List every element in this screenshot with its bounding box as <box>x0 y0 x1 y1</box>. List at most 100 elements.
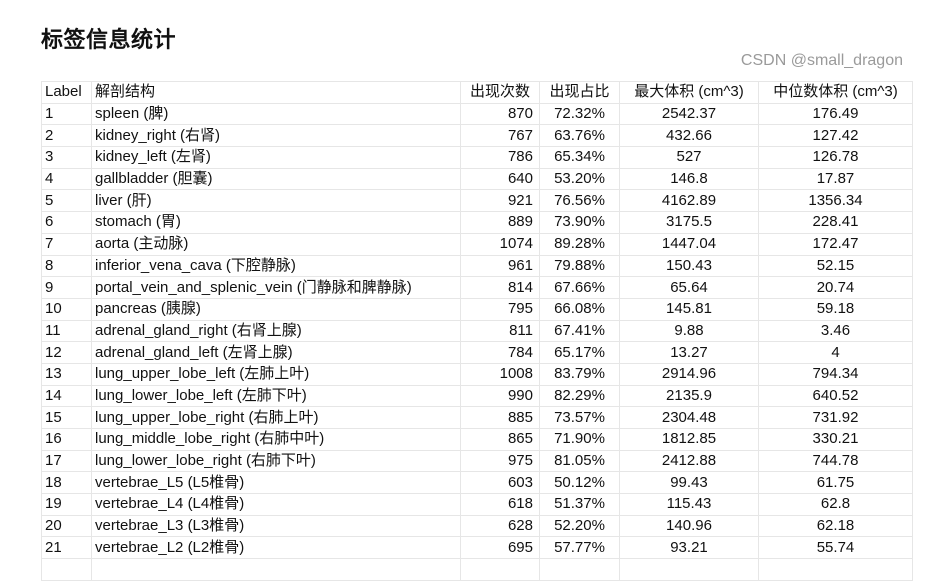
table-cell: inferior_vena_cava (下腔静脉) <box>91 254 461 278</box>
table-row: 17 lung_lower_lobe_right (右肺下叶) 975 81.05% 2… <box>41 449 913 473</box>
table-cell: 2412.88 <box>619 449 759 473</box>
table-row: 19 vertebrae_L4 (L4椎骨) 618 51.37% 115.43 62.8 <box>41 493 913 516</box>
table-cell: 66.08% <box>539 297 620 321</box>
table-cell: 618 <box>460 493 540 516</box>
table-cell: 16 <box>41 428 92 451</box>
table-cell: 814 <box>460 276 540 299</box>
table-cell: 527 <box>619 146 759 169</box>
table-cell: 10 <box>41 297 92 321</box>
table-cell: 67.41% <box>539 319 620 343</box>
table-cell: 2914.96 <box>619 362 759 386</box>
table-cell: 3.46 <box>758 319 913 343</box>
table-cell: 81.05% <box>539 449 620 473</box>
table-cell: 62.8 <box>758 493 913 516</box>
table-cell: 93.21 <box>619 536 759 560</box>
table-cell: 767 <box>460 124 540 148</box>
table-cell: 52.15 <box>758 254 913 278</box>
table-cell: adrenal_gland_left (左肾上腺) <box>91 341 461 364</box>
table-cell: 15 <box>41 406 92 429</box>
table-cell: spleen (脾) <box>91 102 461 126</box>
table-cell: 50.12% <box>539 471 620 495</box>
table-cell: 59.18 <box>758 297 913 321</box>
column-header: 解剖结构 <box>91 81 461 104</box>
table-row: 3 kidney_left (左肾) 786 65.34% 527 126.78 <box>41 146 913 169</box>
table-cell: 795 <box>460 297 540 321</box>
table-row: 7 aorta (主动脉) 1074 89.28% 1447.04 172.47 <box>41 232 913 256</box>
table-cell: 11 <box>41 319 92 343</box>
table-cell: 2135.9 <box>619 384 759 408</box>
table-cell: 115.43 <box>619 493 759 516</box>
table-row: 5 liver (肝) 921 76.56% 4162.89 1356.34 <box>41 189 913 213</box>
watermark: CSDN @small_dragon <box>740 52 903 69</box>
table-row: 20 vertebrae_L3 (L3椎骨) 628 52.20% 140.96 62.1… <box>41 514 913 538</box>
table-row: 4 gallbladder (胆囊) 640 53.20% 146.8 17.87 <box>41 167 913 191</box>
table-cell: portal_vein_and_splenic_vein (门静脉和脾静脉) <box>91 276 461 299</box>
table-cell: 65.64 <box>619 276 759 299</box>
table-cell: 21 <box>41 536 92 560</box>
table-cell: 731.92 <box>758 406 913 429</box>
table-cell: 4 <box>41 167 92 191</box>
table-cell: 2304.48 <box>619 406 759 429</box>
table-cell: 51.37% <box>539 493 620 516</box>
table-cell: 786 <box>460 146 540 169</box>
table-cell: 17 <box>41 449 92 473</box>
table-cell: 172.47 <box>758 232 913 256</box>
table-row: 14 lung_lower_lobe_left (左肺下叶) 990 82.29% 21… <box>41 384 913 408</box>
table-cell: liver (肝) <box>91 189 461 213</box>
table-cell: vertebrae_L3 (L3椎骨) <box>91 514 461 538</box>
table-cell: 20 <box>41 514 92 538</box>
table-cell: 889 <box>460 211 540 234</box>
table-cell: 628 <box>460 514 540 538</box>
table-cell: 61.75 <box>758 471 913 495</box>
table-cell <box>619 558 759 581</box>
column-header: 最大体积 (cm^3) <box>619 81 759 104</box>
table-cell: 7 <box>41 232 92 256</box>
table-cell: 145.81 <box>619 297 759 321</box>
table-cell: lung_lower_lobe_left (左肺下叶) <box>91 384 461 408</box>
table-cell: 82.29% <box>539 384 620 408</box>
table-cell: 18 <box>41 471 92 495</box>
table-cell: 1 <box>41 102 92 126</box>
table-cell: kidney_left (左肾) <box>91 146 461 169</box>
table-cell: 961 <box>460 254 540 278</box>
table-cell: 330.21 <box>758 428 913 451</box>
table-cell: 14 <box>41 384 92 408</box>
table-cell: 1074 <box>460 232 540 256</box>
table-cell: 794.34 <box>758 362 913 386</box>
table-cell: 228.41 <box>758 211 913 234</box>
table-cell: 55.74 <box>758 536 913 560</box>
table-cell: 99.43 <box>619 471 759 495</box>
table-cell: 870 <box>460 102 540 126</box>
table-header-row: Label 解剖结构 出现次数 出现占比 最大体积 (cm^3) 中位数体积 (cm^3) <box>41 81 913 104</box>
table-cell: 127.42 <box>758 124 913 148</box>
table-cell: 6 <box>41 211 92 234</box>
table-cell: 13.27 <box>619 341 759 364</box>
table-cell: 603 <box>460 471 540 495</box>
page-title: 标签信息统计 <box>41 27 177 52</box>
table-row: 8 inferior_vena_cava (下腔静脉) 961 79.88% 150.4… <box>41 254 913 278</box>
table-cell: 176.49 <box>758 102 913 126</box>
table-cell: 2542.37 <box>619 102 759 126</box>
table-row: 15 lung_upper_lobe_right (右肺上叶) 885 73.57% 2… <box>41 406 913 429</box>
table-cell: 990 <box>460 384 540 408</box>
table-row: 9 portal_vein_and_splenic_vein (门静脉和脾静脉) 8… <box>41 276 913 299</box>
table-cell: 921 <box>460 189 540 213</box>
table-cell: 19 <box>41 493 92 516</box>
table-row: 13 lung_upper_lobe_left (左肺上叶) 1008 83.79% 2… <box>41 362 913 386</box>
table-cell: lung_upper_lobe_left (左肺上叶) <box>91 362 461 386</box>
table-cell: 9.88 <box>619 319 759 343</box>
table-cell: vertebrae_L4 (L4椎骨) <box>91 493 461 516</box>
table-row: 11 adrenal_gland_right (右肾上腺) 811 67.41% 9.8… <box>41 319 913 343</box>
table-cell <box>91 558 461 581</box>
table-cell: 20.74 <box>758 276 913 299</box>
table-cell: kidney_right (右肾) <box>91 124 461 148</box>
table-cell: gallbladder (胆囊) <box>91 167 461 191</box>
table-cell: 89.28% <box>539 232 620 256</box>
table-cell <box>539 558 620 581</box>
table-row: 18 vertebrae_L5 (L5椎骨) 603 50.12% 99.43 61.75 <box>41 471 913 495</box>
table-row: 1 spleen (脾) 870 72.32% 2542.37 176.49 <box>41 102 913 126</box>
table-cell: vertebrae_L2 (L2椎骨) <box>91 536 461 560</box>
table-cell: 3175.5 <box>619 211 759 234</box>
column-header: 出现次数 <box>460 81 540 104</box>
table-cell: 146.8 <box>619 167 759 191</box>
